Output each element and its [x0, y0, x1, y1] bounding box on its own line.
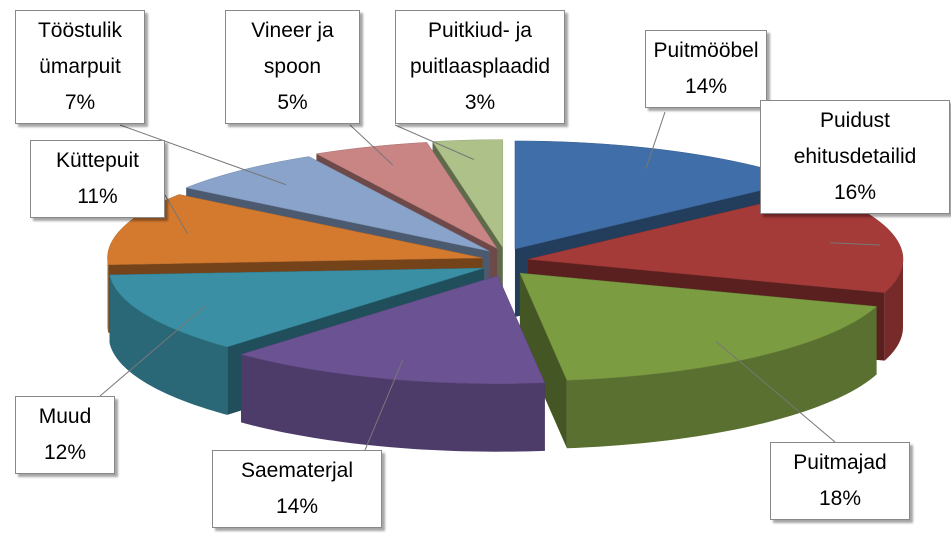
slice-wall [566, 306, 877, 449]
pie-slice [519, 272, 878, 449]
value-label: 14% [684, 75, 728, 98]
slice-side [519, 273, 567, 449]
value-label: 3% [464, 91, 496, 114]
data-label: Tööstulik ümarpuit 7% [15, 10, 145, 124]
value-label: 11% [77, 185, 118, 208]
value-label: 5% [277, 91, 308, 114]
data-label: Puidust ehitusdetailid 16% [760, 100, 950, 214]
value-label: 14% [275, 495, 319, 518]
slice-wall [884, 259, 903, 361]
category-label: Küttepuit [56, 149, 139, 172]
slice-top [109, 267, 484, 348]
leader-line [164, 194, 188, 234]
leader-line [364, 359, 404, 451]
category-label: Puitmööbel [653, 39, 759, 62]
leader-line [715, 340, 836, 443]
slice-wall [241, 354, 545, 452]
pie-slice [240, 275, 546, 452]
value-label: 16% [833, 181, 877, 204]
data-label: Saematerjal 14% [212, 450, 382, 528]
category-label: Vineer ja spoon [251, 19, 334, 78]
category-label: Tööstulik ümarpuit [37, 19, 123, 78]
data-label: Puitkiud- ja puitlaasplaadid 3% [395, 10, 565, 124]
slice-top [315, 142, 498, 249]
category-label: Puitkiud- ja puitlaasplaadid [409, 19, 551, 78]
data-label: Muud 12% [15, 396, 115, 474]
slice-wall [107, 257, 109, 333]
value-label: 7% [64, 91, 96, 114]
leader-line [119, 124, 287, 186]
category-label: Saematerjal [240, 459, 354, 482]
leader-line [99, 305, 206, 397]
data-label: Küttepuit 11% [30, 140, 165, 218]
leader-line [349, 124, 394, 166]
leader-line [394, 124, 475, 160]
slice-top [240, 275, 546, 384]
data-label: Puitmajad 18% [770, 442, 910, 520]
data-label: Vineer ja spoon 5% [225, 10, 360, 124]
value-label: 18% [818, 487, 862, 510]
slice-wall [109, 274, 228, 415]
data-label: Puitmööbel 14% [645, 30, 767, 108]
category-label: Puitmajad [793, 451, 887, 474]
value-label: 12% [43, 441, 87, 464]
category-label: Puidust ehitusdetailid [793, 109, 917, 168]
slice-top [432, 139, 504, 249]
slice-top [519, 272, 878, 381]
slice-top [185, 156, 490, 252]
category-label: Muud [38, 405, 92, 428]
leader-line [830, 242, 881, 246]
leader-line [645, 111, 666, 169]
